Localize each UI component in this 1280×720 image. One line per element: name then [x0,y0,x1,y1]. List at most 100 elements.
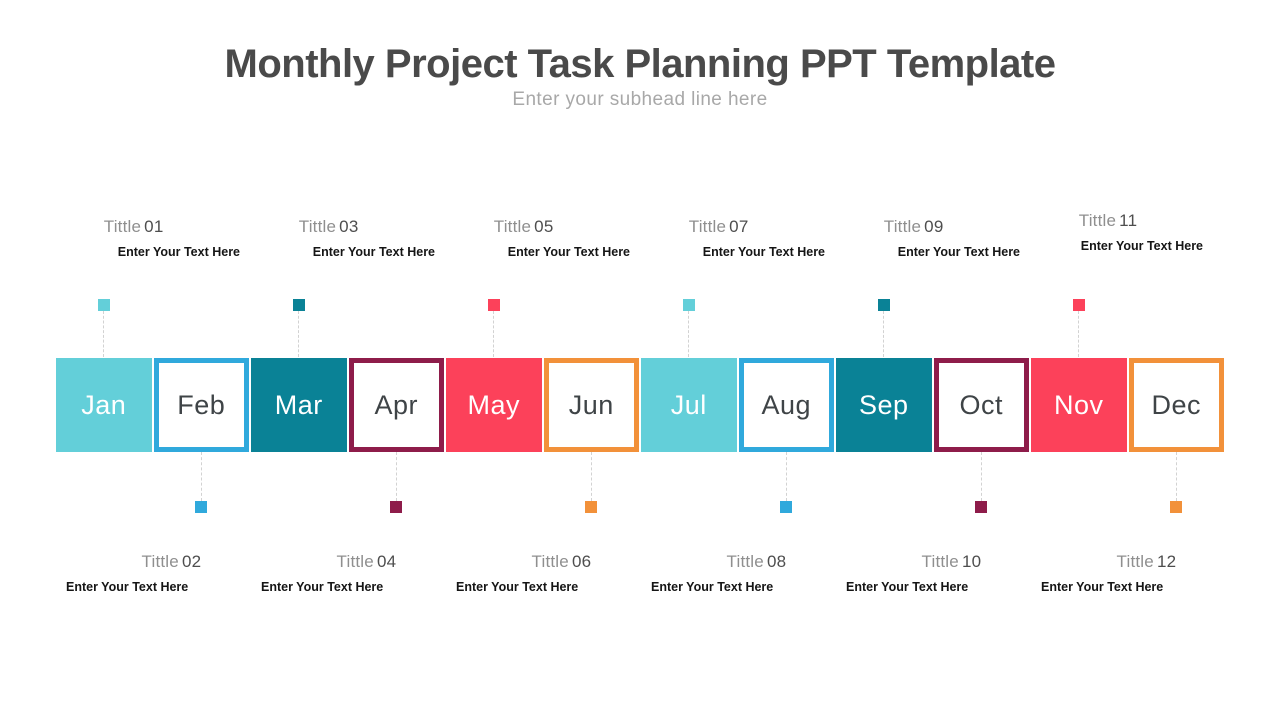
month-block-jun[interactable]: Jun [543,358,639,452]
marker-line-jun [590,452,592,501]
label-title-08: Tittle 08 [726,552,787,571]
month-column-nov: Tittle 11 Enter Your Text Here Nov [1030,0,1203,720]
month-block-mar[interactable]: Mar [251,358,347,452]
marker-square-dec [1170,501,1183,513]
month-column-jan: Tittle 01 Enter Your Text Here Jan [55,0,240,720]
month-text-may: May [467,389,520,420]
connector-nov [1072,299,1085,357]
label-body-03: Enter Your Text Here [312,245,436,259]
month-column-apr: Apr Tittle 04 Enter Your Text Here [261,0,446,720]
connector-jul [682,299,695,357]
label-group-07: Tittle 07 Enter Your Text Here [689,217,929,259]
label-group-11: Tittle 11 Enter Your Text Here [1079,211,1280,253]
marker-square-jan [97,299,110,311]
label-body-05: Enter Your Text Here [507,245,631,259]
label-title-06: Tittle 06 [531,552,592,571]
month-block-sep[interactable]: Sep [836,358,932,452]
month-text-jul: Jul [670,389,707,420]
label-body-04: Enter Your Text Here [260,580,384,594]
connector-jan [97,299,110,357]
month-block-dec[interactable]: Dec [1128,358,1224,452]
label-group-01: Tittle 01 Enter Your Text Here [104,217,344,259]
marker-square-nov [1072,299,1085,311]
label-body-07: Enter Your Text Here [702,245,826,259]
month-block-jul[interactable]: Jul [641,358,737,452]
label-body-12: Enter Your Text Here [1040,580,1164,594]
marker-line-nov [1078,311,1080,357]
label-group-10: Tittle 10 Enter Your Text Here [741,552,981,594]
connector-jun [585,452,598,513]
marker-line-jul [688,311,690,357]
connector-mar [292,299,305,357]
marker-square-oct [975,501,988,513]
label-group-04: Tittle 04 Enter Your Text Here [156,552,396,594]
month-block-aug[interactable]: Aug [738,358,834,452]
timeline: Tittle 01 Enter Your Text Here Jan Feb Ti… [55,0,1225,720]
marker-line-may [493,311,495,357]
month-block-may[interactable]: May [446,358,542,452]
marker-square-mar [292,299,305,311]
marker-line-oct [980,452,982,501]
connector-aug [780,452,793,513]
month-text-jan: Jan [81,389,127,420]
label-title-01: Tittle 01 [103,217,164,236]
marker-line-jan [103,311,105,357]
label-body-01: Enter Your Text Here [117,245,241,259]
month-block-nov[interactable]: Nov [1031,358,1127,452]
marker-line-sep [883,311,885,357]
marker-square-jun [585,501,598,513]
marker-square-aug [780,501,793,513]
month-text-nov: Nov [1053,389,1104,420]
month-text-aug: Aug [761,389,812,420]
month-column-feb: Feb Tittle 02 Enter Your Text Here [66,0,251,720]
marker-square-may [487,299,500,311]
label-title-11: Tittle 11 [1078,211,1138,230]
connector-feb [195,452,208,513]
label-title-02: Tittle 02 [141,552,202,571]
month-column-oct: Oct Tittle 10 Enter Your Text Here [846,0,1031,720]
page-subtitle: Enter your subhead line here [512,89,768,110]
connector-oct [975,452,988,513]
label-title-07: Tittle 07 [688,217,749,236]
marker-square-jul [682,299,695,311]
month-text-jun: Jun [568,389,614,420]
label-title-04: Tittle 04 [336,552,397,571]
connector-dec [1170,452,1183,513]
label-group-05: Tittle 05 Enter Your Text Here [494,217,734,259]
month-text-apr: Apr [374,389,419,420]
month-column-dec: Dec Tittle 12 Enter Your Text Here [1041,0,1226,720]
month-text-sep: Sep [858,389,909,420]
month-block-oct[interactable]: Oct [933,358,1029,452]
label-group-03: Tittle 03 Enter Your Text Here [299,217,539,259]
month-text-mar: Mar [274,389,323,420]
page-title: Monthly Project Task Planning PPT Templa… [224,42,1057,86]
label-group-02: Tittle 02 Enter Your Text Here [0,552,201,594]
label-group-09: Tittle 09 Enter Your Text Here [884,217,1124,259]
month-column-mar: Tittle 03 Enter Your Text Here Mar [250,0,435,720]
marker-line-dec [1175,452,1177,501]
label-title-12: Tittle 12 [1116,552,1177,571]
month-column-jun: Jun Tittle 06 Enter Your Text Here [456,0,641,720]
month-column-sep: Tittle 09 Enter Your Text Here Sep [835,0,1020,720]
label-body-10: Enter Your Text Here [845,580,969,594]
label-title-05: Tittle 05 [493,217,554,236]
slide-header: Monthly Project Task Planning PPT Templa… [0,0,1280,111]
label-body-06: Enter Your Text Here [455,580,579,594]
label-body-09: Enter Your Text Here [897,245,1021,259]
connector-may [487,299,500,357]
label-title-09: Tittle 09 [883,217,944,236]
month-block-jan[interactable]: Jan [56,358,152,452]
marker-line-aug [785,452,787,501]
label-group-12: Tittle 12 Enter Your Text Here [936,552,1176,594]
marker-square-apr [390,501,403,513]
marker-line-mar [298,311,300,357]
month-column-may: Tittle 05 Enter Your Text Here May [445,0,630,720]
month-block-feb[interactable]: Feb [153,358,249,452]
month-block-apr[interactable]: Apr [348,358,444,452]
month-text-dec: Dec [1151,389,1201,420]
marker-square-sep [877,299,890,311]
connector-sep [877,299,890,357]
marker-square-feb [195,501,208,513]
label-group-06: Tittle 06 Enter Your Text Here [351,552,591,594]
